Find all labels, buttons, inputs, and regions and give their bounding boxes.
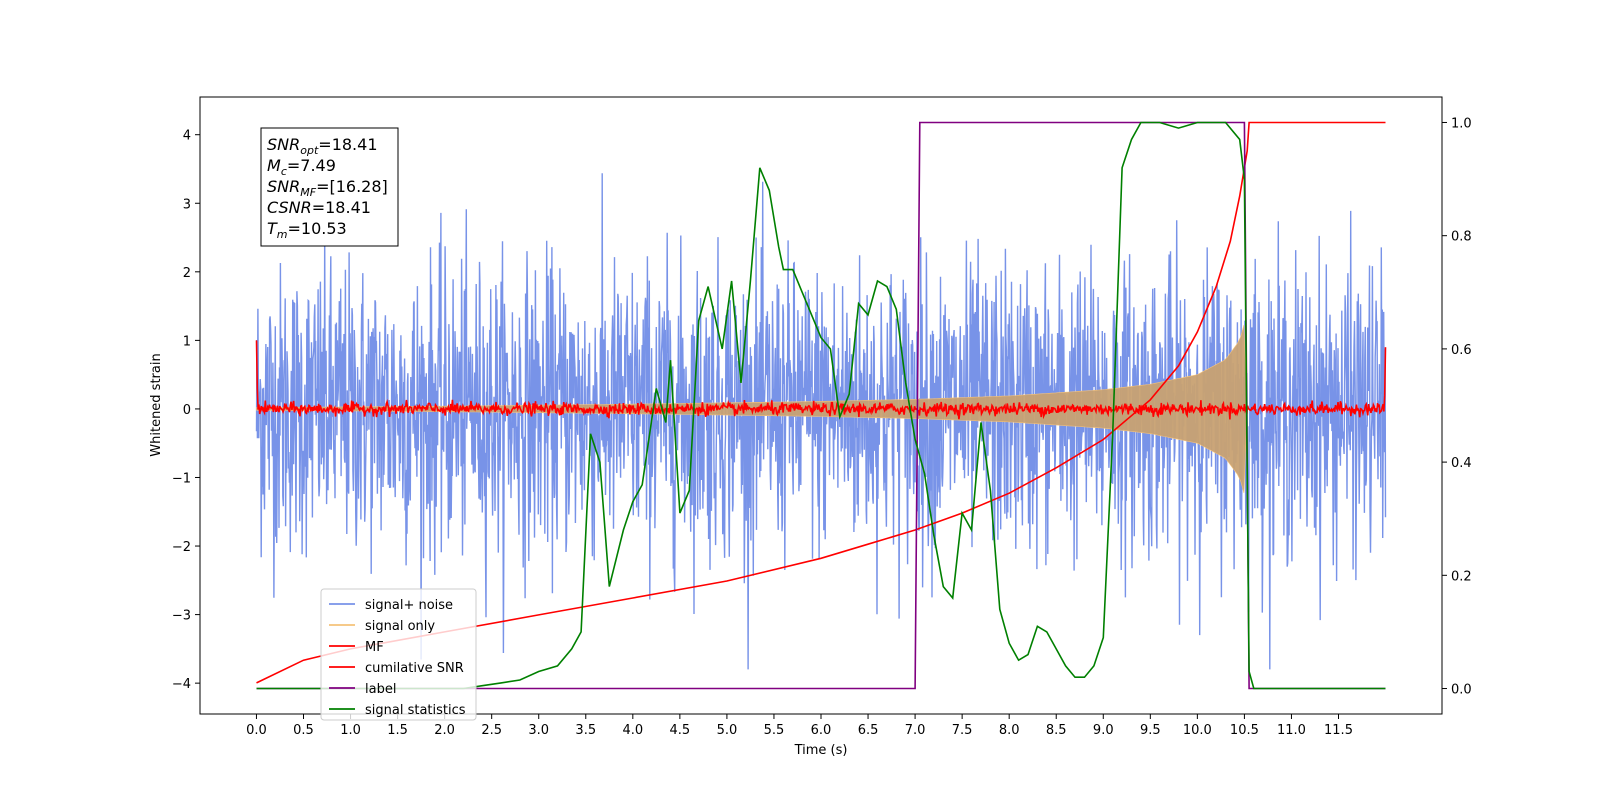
y-tick-label: −4 <box>172 677 191 692</box>
x-tick-label: 0.5 <box>293 723 314 738</box>
x-tick-label: 3.5 <box>575 723 596 738</box>
legend-label: signal only <box>365 619 435 634</box>
annotation-line: Tm=10.53 <box>267 219 347 241</box>
x-tick-label: 10.5 <box>1230 723 1259 738</box>
annotation-line: CSNR=18.41 <box>267 198 371 217</box>
x-tick-label: 1.0 <box>340 723 361 738</box>
y2-tick-label: 0.0 <box>1451 683 1472 698</box>
x-tick-label: 8.0 <box>999 723 1020 738</box>
series-cumilative-snr <box>256 121 1386 684</box>
x-tick-label: 5.0 <box>717 723 738 738</box>
x-tick-label: 2.5 <box>481 723 502 738</box>
x-tick-label: 4.0 <box>622 723 643 738</box>
annotation-frame <box>260 127 399 247</box>
x-axis-label: Time (s) <box>794 743 848 758</box>
series-layer <box>255 121 1387 690</box>
x-tick-label: 5.5 <box>764 723 785 738</box>
y-axis-label: Whitened strain <box>149 353 164 456</box>
x-tick-label: 0.0 <box>246 723 267 738</box>
y-tick-label: −1 <box>172 471 191 486</box>
y2-tick-label: 0.4 <box>1451 456 1472 471</box>
y-axis-right: 1.0 0.8 0.6 0.4 0.2 0.0 <box>1442 116 1472 698</box>
y-tick-label: 2 <box>183 266 191 281</box>
series-mf <box>255 340 1387 420</box>
y-tick-label: 3 <box>183 197 191 212</box>
legend-label: signal statistics <box>365 703 466 718</box>
legend-label: MF <box>365 640 384 655</box>
x-tick-label: 11.0 <box>1277 723 1306 738</box>
legend: signal+ noise signal only MF cumilative SNR… <box>320 588 477 721</box>
x-tick-label: 3.0 <box>528 723 549 738</box>
y-axis-left: 4 3 2 1 0 −1 −2 −3 −4 <box>172 129 200 692</box>
x-tick-label: 8.5 <box>1046 723 1067 738</box>
annotation-line: Mc=7.49 <box>267 156 336 178</box>
annotation-line: SNRopt=18.41 <box>267 135 378 157</box>
y2-tick-label: 0.2 <box>1451 569 1472 584</box>
y-tick-label: 0 <box>183 403 191 418</box>
x-tick-label: 2.0 <box>434 723 455 738</box>
y2-tick-label: 0.6 <box>1451 343 1472 358</box>
y2-tick-label: 1.0 <box>1451 116 1472 131</box>
legend-label: cumilative SNR <box>365 661 464 676</box>
x-tick-label: 7.5 <box>952 723 973 738</box>
legend-frame <box>320 588 477 721</box>
x-tick-label: 9.5 <box>1140 723 1161 738</box>
stats-annotation-box: SNRopt=18.41Mc=7.49SNRMF=[16.28]CSNR=18.… <box>260 127 399 247</box>
x-tick-label: 4.5 <box>670 723 691 738</box>
x-tick-label: 1.5 <box>387 723 408 738</box>
x-tick-label: 10.0 <box>1183 723 1212 738</box>
x-axis: 0.0 0.5 1.0 1.5 2.0 2.5 3.0 3.5 4.0 4.5 5.0 5.5 6.0 6… <box>246 714 1353 738</box>
y-tick-label: −2 <box>172 540 191 555</box>
y-tick-label: −3 <box>172 609 191 624</box>
y2-tick-label: 0.8 <box>1451 230 1472 245</box>
series-signal-statistics <box>256 121 1386 690</box>
x-tick-label: 6.0 <box>811 723 832 738</box>
y-tick-label: 1 <box>183 334 191 349</box>
annotation-line: SNRMF=[16.28] <box>267 177 388 199</box>
x-tick-label: 9.0 <box>1093 723 1114 738</box>
legend-label: label <box>365 682 396 697</box>
y-tick-label: 4 <box>183 129 191 144</box>
legend-label: signal+ noise <box>365 598 453 613</box>
x-tick-label: 11.5 <box>1324 723 1353 738</box>
x-tick-label: 7.0 <box>905 723 926 738</box>
x-tick-label: 6.5 <box>858 723 879 738</box>
